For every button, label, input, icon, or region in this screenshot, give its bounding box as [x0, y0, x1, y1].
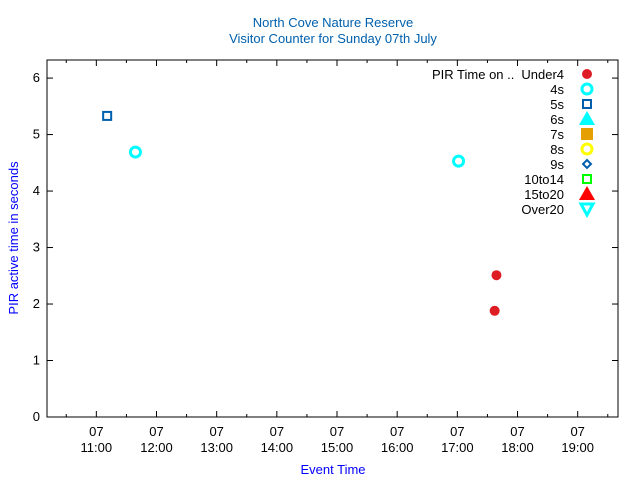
legend-label: 15to20 — [524, 187, 564, 202]
legend-marker-8s — [580, 142, 594, 156]
legend-marker-6s — [579, 111, 595, 125]
y-axis-label: PIR active time in seconds — [6, 161, 21, 315]
legend-marker-Over20 — [578, 202, 596, 219]
legend-label: 7s — [550, 127, 564, 142]
legend-marker-9s — [581, 158, 593, 170]
x-tick-day: 07 — [209, 424, 223, 439]
x-tick-day: 07 — [450, 424, 464, 439]
legend-marker-15to20 — [579, 186, 595, 200]
legend-label: Over20 — [521, 202, 564, 217]
x-tick-day: 07 — [149, 424, 163, 439]
y-tick-label: 1 — [33, 353, 40, 368]
legend-label: 9s — [550, 157, 564, 172]
legend-label: 5s — [550, 97, 564, 112]
data-point-4s — [128, 145, 142, 159]
y-tick-label: 4 — [33, 183, 40, 198]
x-tick-time: 16:00 — [381, 440, 414, 455]
legend-marker-10to14 — [582, 174, 592, 184]
legend-marker-5s — [582, 99, 592, 109]
data-point-5s — [102, 110, 113, 121]
data-point-Under4 — [491, 270, 502, 281]
chart-subtitle: Visitor Counter for Sunday 07th July — [229, 31, 437, 46]
plot-frame — [46, 59, 619, 418]
x-tick-time: 11:00 — [81, 440, 113, 455]
legend-title: PIR Time on .. — [432, 67, 514, 82]
data-point-Under4 — [489, 305, 500, 316]
x-tick-time: 14:00 — [261, 440, 294, 455]
x-tick-day: 07 — [510, 424, 524, 439]
y-tick-label: 2 — [33, 296, 40, 311]
y-tick-label: 6 — [33, 70, 40, 85]
x-axis-label: Event Time — [300, 462, 365, 477]
y-tick-label: 3 — [33, 240, 40, 255]
legend-marker-4s — [580, 82, 594, 96]
y-tick-label: 0 — [33, 409, 40, 424]
legend-label: 4s — [550, 82, 564, 97]
legend-label: 8s — [550, 142, 564, 157]
x-tick-day: 07 — [390, 424, 404, 439]
x-tick-day: 07 — [330, 424, 344, 439]
x-tick-day: 07 — [89, 424, 103, 439]
x-tick-time: 12:00 — [140, 440, 173, 455]
x-tick-time: 17:00 — [441, 440, 474, 455]
legend-label: 6s — [550, 112, 564, 127]
data-point-4s — [452, 154, 466, 168]
y-tick-label: 5 — [33, 127, 40, 142]
legend-label: Under4 — [521, 67, 564, 82]
legend-marker-7s — [581, 128, 593, 140]
legend-label: 10to14 — [524, 172, 564, 187]
x-tick-time: 15:00 — [321, 440, 354, 455]
x-tick-day: 07 — [270, 424, 284, 439]
legend-marker-Under4 — [582, 69, 592, 79]
x-tick-time: 18:00 — [501, 440, 534, 455]
chart-title: North Cove Nature Reserve — [253, 15, 413, 30]
x-tick-time: 19:00 — [561, 440, 594, 455]
x-tick-day: 07 — [570, 424, 584, 439]
x-tick-time: 13:00 — [200, 440, 233, 455]
